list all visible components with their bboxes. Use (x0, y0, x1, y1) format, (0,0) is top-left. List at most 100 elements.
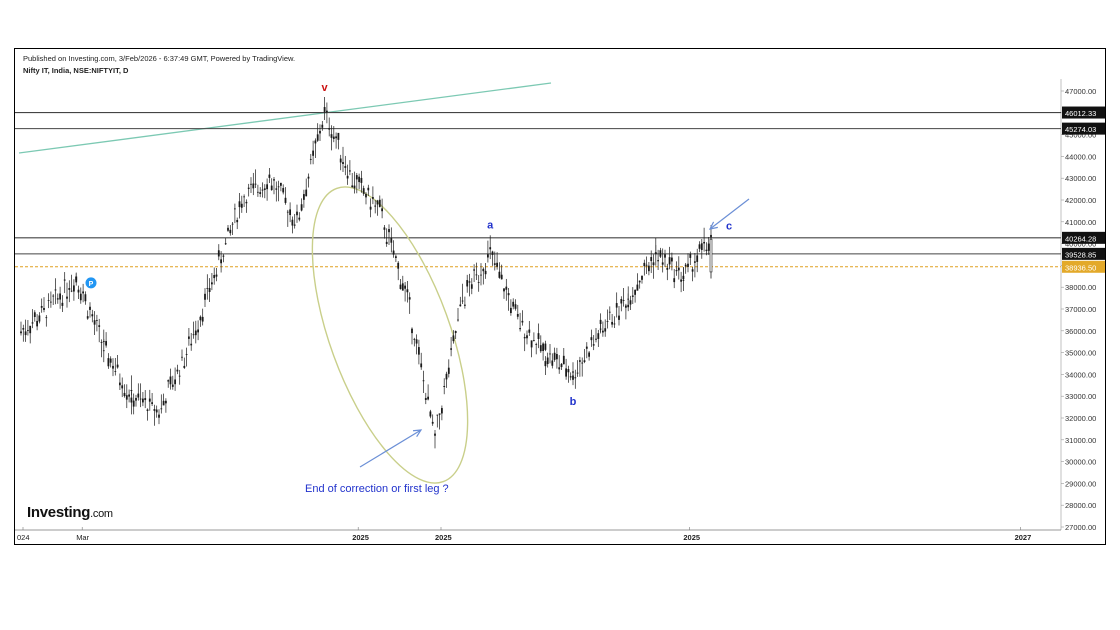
annotation-text: End of correction or first leg ? (305, 483, 449, 495)
candle-body (73, 285, 75, 292)
y-tick-label: 42000.00 (1065, 196, 1096, 205)
y-tick-label: 47000.00 (1065, 87, 1096, 96)
candle-body (77, 289, 80, 293)
candle-body (100, 342, 103, 343)
level-price-label: 38936.50 (1065, 263, 1096, 272)
candle-body (273, 179, 275, 181)
candle-body (447, 367, 450, 374)
candle-body (629, 300, 632, 305)
candle-body (395, 256, 397, 258)
candle-body (254, 183, 257, 185)
y-tick-label: 36000.00 (1065, 327, 1096, 336)
candle-body (507, 293, 510, 296)
candle-body (47, 300, 50, 301)
candle-body (376, 200, 379, 205)
wave-label-a: a (487, 219, 494, 231)
price-chart[interactable]: 27000.00 28000.00 29000.00 30000.00 31000.00… (15, 49, 1106, 545)
candle-body (592, 344, 595, 346)
candle-body (429, 411, 432, 417)
candle-body (40, 306, 43, 308)
candle-body (217, 250, 220, 257)
candle-body (710, 234, 712, 238)
level-price-label: 40264.28 (1065, 234, 1096, 243)
candle-body (556, 354, 558, 360)
candle-body (691, 269, 694, 272)
candle-body (229, 229, 232, 234)
candle-body (528, 329, 531, 333)
candle-body (436, 414, 439, 416)
candle-body (316, 134, 319, 141)
wave-label-v: v (322, 82, 329, 94)
candle-body (328, 128, 331, 130)
candle-body (360, 177, 363, 183)
candle-body (526, 335, 528, 339)
candle-body (604, 328, 607, 332)
candle-body (355, 175, 358, 180)
y-tick-label: 31000.00 (1065, 436, 1096, 445)
candle-body (572, 375, 574, 380)
candle-body (121, 385, 124, 389)
candle-body (125, 395, 128, 400)
candle-body (569, 376, 572, 378)
level-price-box (1062, 260, 1105, 273)
candle-body (211, 282, 213, 285)
candle-body (424, 397, 427, 400)
candle-body (220, 259, 222, 264)
candle-body (638, 280, 641, 283)
candle-body (413, 338, 416, 340)
candle-body (431, 421, 434, 424)
candle-body (661, 262, 664, 265)
candle-body (252, 183, 255, 189)
candle-body (215, 274, 218, 277)
candle-body (519, 328, 521, 330)
candle-body (61, 302, 64, 306)
candle-body (588, 352, 590, 357)
x-tick-label: 024 (17, 533, 30, 542)
candle-body (33, 312, 36, 318)
candle-body (516, 313, 519, 317)
candle-body (344, 166, 347, 168)
candle-body (484, 270, 487, 275)
candle-body (546, 357, 549, 365)
candle-body (530, 340, 533, 348)
candle-body (305, 189, 308, 197)
level-price-box (1062, 247, 1105, 260)
candle-body (450, 348, 452, 350)
pivot-badge-circle (85, 277, 97, 289)
candle-body (622, 300, 625, 301)
arrow-to-c-shaft (709, 198, 750, 230)
candle-body (659, 250, 662, 257)
candle-body (673, 278, 676, 283)
candle-body (332, 136, 335, 139)
candle-body (222, 255, 225, 257)
candle-body (146, 409, 149, 411)
candle-body (43, 307, 45, 310)
symbol-caption: Nifty IT, India, NSE:NIFTYIT, D (23, 66, 129, 75)
candle-body (480, 274, 482, 276)
candle-body (160, 408, 163, 410)
candle-body (620, 299, 623, 304)
wave-label-c: c (726, 220, 732, 232)
candle-body (684, 264, 687, 267)
candle-body (535, 344, 538, 345)
candle-body (595, 338, 597, 340)
candle-body (130, 389, 133, 392)
candle-body (245, 201, 248, 204)
candle-body (91, 314, 94, 317)
candle-body (335, 136, 337, 139)
candle-body (86, 316, 89, 319)
y-tick-label: 41000.00 (1065, 218, 1096, 227)
candle-body (627, 304, 630, 308)
candle-body (139, 398, 142, 400)
candle-body (102, 350, 105, 352)
candle-body (648, 265, 650, 272)
candle-body (680, 279, 682, 282)
candle-body (549, 353, 551, 355)
candle-body (68, 288, 71, 290)
candle-body (634, 289, 636, 295)
candle-body (197, 329, 199, 333)
candle-body (705, 249, 708, 252)
candle-body (583, 360, 586, 362)
candle-body (367, 187, 370, 191)
candle-body (498, 271, 501, 278)
